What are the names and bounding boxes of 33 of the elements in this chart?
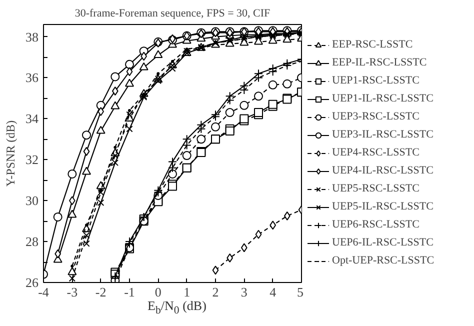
legend-label: UEP3-RSC-LSSTC (332, 110, 420, 123)
y-tick-label: 26 (26, 275, 39, 290)
x-tick-label: -4 (38, 284, 50, 300)
legend-label: UEP1-IL-RSC-LSSTC (332, 92, 434, 105)
x-tick-label: 2 (212, 284, 219, 300)
y-tick-label: 36 (26, 70, 39, 86)
y-axis-title: Y-PSNR (dB) (4, 120, 18, 187)
legend-label: UEP5-IL-RSC-LSSTC (332, 200, 434, 213)
legend-label: UEP3-IL-RSC-LSSTC (332, 128, 434, 141)
x-tick-label: -2 (95, 284, 106, 300)
y-tick-label: 32 (26, 152, 38, 168)
legend-label: UEP4-RSC-LSSTC (332, 146, 420, 159)
x-tick-label: 3 (240, 284, 248, 300)
y-tick-label: 30 (26, 193, 38, 208)
x-tick-label: 5 (297, 284, 304, 300)
chart-title: 30-frame-Foreman sequence, FPS = 30, CIF (74, 8, 270, 20)
x-tick-label: 0 (154, 284, 162, 300)
legend-label: UEP6-RSC-LSSTC (332, 218, 420, 231)
x-tick-label: 4 (270, 284, 277, 300)
legend-label: EEP-RSC-LSSTC (332, 38, 413, 51)
legend-label: UEP1-RSC-LSSTC (332, 74, 420, 87)
x-tick-label: -3 (66, 284, 78, 300)
legend-label: EEP-IL-RSC-LSSTC (332, 56, 427, 69)
x-tick-label: -1 (124, 284, 135, 300)
y-tick-label: 28 (26, 234, 38, 250)
y-tick-label: 34 (26, 111, 39, 126)
legend-label: UEP4-IL-RSC-LSSTC (332, 164, 434, 177)
legend-label: UEP6-IL-RSC-LSSTC (332, 236, 434, 249)
y-tick-label: 38 (26, 29, 38, 44)
x-tick-label: 1 (184, 284, 190, 300)
legend-label: Opt-UEP-RSC-LSSTC (332, 254, 434, 267)
x-axis-title: E$_{b}$/N$_{0}$ (dB) (148, 298, 206, 318)
legend-label: UEP5-RSC-LSSTC (332, 182, 420, 195)
